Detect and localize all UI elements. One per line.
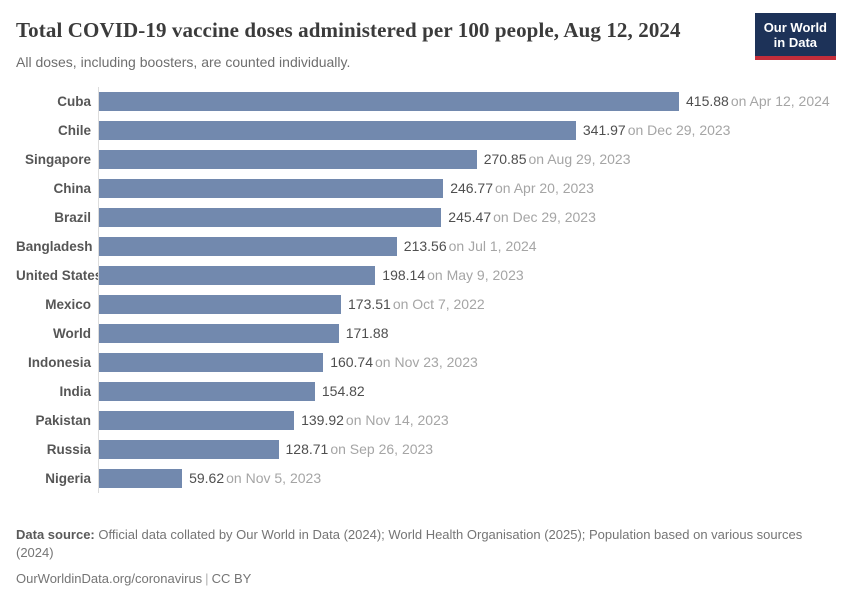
bar-row: China 246.77 on Apr 20, 2023 [16,173,834,203]
bar-row: Brazil 245.47 on Dec 29, 2023 [16,202,834,232]
bar-value: 128.71 [285,441,329,458]
bar-chart: Cuba 415.88 on Apr 12, 2024 Chile 341.97… [16,86,834,493]
bar[interactable] [99,294,341,314]
bar-track: 128.71 on Sep 26, 2023 [98,434,834,464]
bar[interactable] [99,381,315,401]
bar[interactable] [99,439,279,459]
country-label: Chile [57,122,91,138]
bar-row: India 154.82 [16,376,834,406]
bar-value: 198.14 [382,267,426,284]
country-label: United States [16,267,103,283]
bar[interactable] [99,468,183,488]
bar-value: 154.82 [321,383,365,400]
bar-track: 59.62 on Nov 5, 2023 [98,463,834,493]
bar-date: on Oct 7, 2022 [392,296,485,313]
bar[interactable] [99,178,444,198]
bar-value: 173.51 [348,296,391,313]
bar-value: 245.47 [448,209,492,226]
bar[interactable] [99,120,576,140]
bar-track: 245.47 on Dec 29, 2023 [98,202,834,232]
country-label: Pakistan [35,412,91,428]
bar-row: Pakistan 139.92 on Nov 14, 2023 [16,405,834,435]
bar[interactable] [99,265,376,285]
bar-date: on Sep 26, 2023 [330,441,434,458]
bar-track: 154.82 [98,376,834,406]
bar-track: 341.97 on Dec 29, 2023 [98,115,834,145]
country-label: China [53,180,91,196]
bar-row: Singapore 270.85 on Aug 29, 2023 [16,144,834,174]
bar[interactable] [99,236,397,256]
bar[interactable] [99,207,442,227]
bar-value: 160.74 [330,354,374,371]
chart-subtitle: All doses, including boosters, are count… [16,53,351,70]
bar-date: on Dec 29, 2023 [493,209,596,226]
page-title: Total COVID-19 vaccine doses administere… [16,18,681,42]
country-label: Cuba [57,93,91,109]
owid-logo: Our World in Data [754,13,836,60]
bar-value: 213.56 [403,238,447,255]
bar-date: on Nov 23, 2023 [375,354,478,371]
country-label: Mexico [45,296,91,312]
data-source-text: Official data collated by Our World in D… [16,526,803,561]
country-label: Nigeria [45,470,91,486]
bar-row: Cuba 415.88 on Apr 12, 2024 [16,86,834,116]
bar-track: 213.56 on Jul 1, 2024 [98,231,834,261]
chart-header: Total COVID-19 vaccine doses administere… [16,13,836,70]
bar-value: 270.85 [483,151,527,168]
bar-track: 171.88 [98,318,834,348]
bar-track: 246.77 on Apr 20, 2023 [98,173,834,203]
country-label: Bangladesh [16,238,93,254]
bar-value: 139.92 [301,412,344,429]
bar-track: 173.51 on Oct 7, 2022 [98,289,834,319]
bar-row: Mexico 173.51 on Oct 7, 2022 [16,289,834,319]
country-label: World [53,325,91,341]
bar-row: Chile 341.97 on Dec 29, 2023 [16,115,834,145]
owid-logo-line1: Our World [763,20,827,35]
bar-row: World 171.88 [16,318,834,348]
bar-date: on Nov 14, 2023 [345,412,449,429]
bar-track: 160.74 on Nov 23, 2023 [98,347,834,377]
country-label: Singapore [24,151,91,167]
bar-date: on Apr 12, 2024 [730,93,830,110]
bar[interactable] [99,323,339,343]
chart-footer: Data source: Official data collated by O… [16,526,834,588]
country-label: Russia [46,441,91,457]
bar[interactable] [99,410,295,430]
bar-row: Nigeria 59.62 on Nov 5, 2023 [16,463,834,493]
data-source-label: Data source: [16,526,95,542]
bar-date: on Jul 1, 2024 [448,238,537,255]
country-label: Brazil [54,209,91,225]
bar-date: on May 9, 2023 [427,267,524,284]
bar-row: Indonesia 160.74 on Nov 23, 2023 [16,347,834,377]
bar-chart-rows: Cuba 415.88 on Apr 12, 2024 Chile 341.97… [16,86,834,493]
license-label: CC BY [211,570,252,586]
bar-date: on Dec 29, 2023 [627,122,731,139]
owid-url: OurWorldinData.org/coronavirus [16,570,203,586]
bar-track: 415.88 on Apr 12, 2024 [98,86,834,116]
country-label: India [59,383,91,399]
owid-logo-line2: in Data [773,35,818,51]
country-label: Indonesia [27,354,91,370]
bar-date: on Apr 20, 2023 [495,180,594,197]
data-source-line: Data source: Official data collated by O… [16,526,834,563]
bar-track: 139.92 on Nov 14, 2023 [98,405,834,435]
credit-line: OurWorldinData.org/coronavirus | CC BY [16,570,834,588]
bar-row: United States 198.14 on May 9, 2023 [16,260,834,290]
bar-track: 270.85 on Aug 29, 2023 [98,144,834,174]
bar-row: Bangladesh 213.56 on Jul 1, 2024 [16,231,834,261]
bar-value: 246.77 [450,180,494,197]
bar-track: 198.14 on May 9, 2023 [98,260,834,290]
bar-date: on Aug 29, 2023 [528,151,631,168]
bar-date: on Nov 5, 2023 [226,470,322,487]
bar[interactable] [99,91,679,111]
credit-separator: | [205,570,209,586]
bar-row: Russia 128.71 on Sep 26, 2023 [16,434,834,464]
bar-value: 415.88 [686,93,729,110]
bar-value: 59.62 [189,470,225,487]
bar[interactable] [99,352,324,372]
bar-value: 341.97 [582,122,626,139]
bar[interactable] [99,149,477,169]
bar-value: 171.88 [345,325,389,342]
